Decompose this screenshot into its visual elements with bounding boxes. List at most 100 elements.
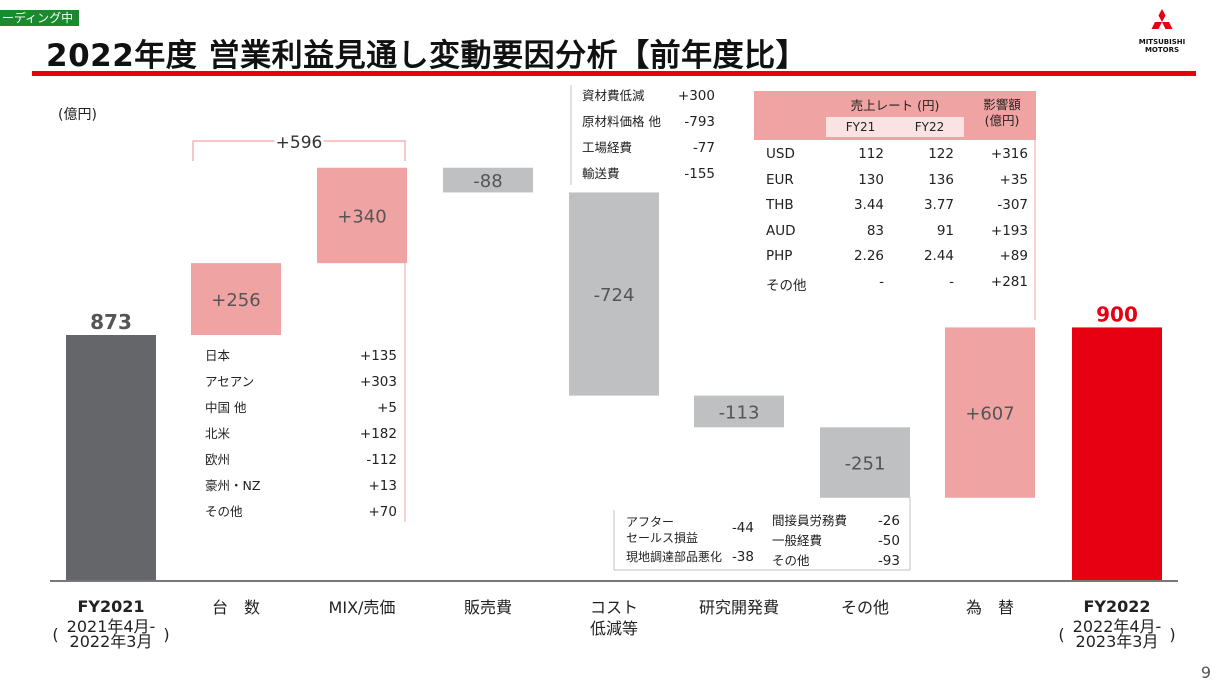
other-breakdown-right-row: その他 -93 [772, 553, 900, 573]
cost-breakdown-row: 資材費低減 +300 [582, 88, 715, 114]
other-breakdown-left-value: -44 [731, 520, 754, 536]
other-breakdown-right-value: -50 [877, 533, 900, 549]
cost-breakdown-value: -77 [692, 140, 715, 156]
other-breakdown-right-value: -26 [877, 513, 900, 529]
fx-impact: +281 [990, 273, 1028, 290]
bar-value-label-1: +256 [211, 290, 260, 311]
fy-period: (2022年4月- 2023年3月) [1058, 617, 1176, 651]
fx-rate-fy22: 2.44 [923, 248, 954, 264]
bar-value-label-4: -724 [594, 285, 635, 306]
other-breakdown-left-label: 現地調達部品悪化 [626, 550, 723, 564]
bar-7 [945, 327, 1035, 498]
unit-label: (億円) [58, 107, 97, 123]
bar-value-label-5: -113 [719, 402, 760, 423]
fx-currency: AUD [766, 222, 796, 239]
fx-rate-fy21: - [879, 273, 884, 290]
other-breakdown-left-value: -38 [731, 549, 754, 565]
fx-rate-fy22: 3.77 [923, 197, 954, 213]
other-breakdown-right-value: -93 [877, 553, 900, 569]
bar-4 [569, 192, 659, 396]
volume-breakdown-value: -112 [366, 452, 397, 468]
bar-3 [443, 167, 533, 193]
fy-label: FY2021 [77, 597, 145, 616]
fx-currency: PHP [766, 248, 793, 264]
fx-impact: -307 [997, 197, 1028, 213]
volume-breakdown-row: その他 +70 [205, 504, 397, 530]
bar-6 [820, 427, 910, 498]
volume-breakdown-row: 日本 +135 [205, 348, 397, 374]
fx-table-row: USD 112 122 +316 [766, 146, 1028, 168]
fx-rate-fy22: 91 [936, 222, 954, 239]
category-label-5: 研究開発費 [698, 598, 780, 617]
cost-breakdown-label: 工場経費 [582, 140, 633, 155]
other-breakdown-right-label: その他 [772, 553, 810, 568]
cost-breakdown-value: -793 [684, 114, 715, 130]
volume-breakdown-value: +5 [377, 400, 397, 416]
page-number: 9 [1200, 663, 1211, 682]
page-title: 2022年度 営業利益見通し変動要因分析【前年度比】 [46, 38, 808, 74]
fx-impact-header: 影響額 (億円) [983, 97, 1021, 128]
fx-rate-fy22: 136 [928, 171, 954, 188]
fx-table-row: THB 3.44 3.77 -307 [766, 197, 1028, 219]
company-logo: MITSUBISHI MOTORS [1136, 8, 1188, 62]
category-label-2: MIX/売価 [328, 598, 396, 617]
ticker-text: ーディング中 [0, 10, 80, 26]
other-breakdown-right-label: 一般経費 [772, 533, 823, 548]
volume-breakdown-value: +303 [359, 374, 397, 390]
fx-col-fy22: FY22 [914, 120, 945, 134]
fx-table-row: PHP 2.26 2.44 +89 [766, 248, 1028, 270]
logo-text-line1: MITSUBISHI [1138, 38, 1186, 46]
cost-breakdown-label: 原材料価格 他 [582, 114, 661, 129]
bar-value-label-0: 873 [90, 310, 132, 334]
bar-2 [317, 167, 407, 264]
logo-text-line2: MOTORS [1144, 46, 1180, 54]
fx-impact: +89 [999, 248, 1029, 264]
other-table-frame [613, 497, 911, 571]
fx-table-row: その他 - - +281 [766, 274, 1028, 296]
volume-breakdown-row: 北米 +182 [205, 426, 397, 452]
bar-value-label-6: -251 [845, 454, 886, 475]
fx-impact: +193 [990, 222, 1028, 239]
fx-rate-fy21: 112 [858, 146, 884, 162]
bracket-label: +596 [276, 133, 323, 153]
volume-breakdown-row: 中国 他 +5 [205, 400, 397, 426]
fx-table-row: AUD 83 91 +193 [766, 223, 1028, 245]
category-label-8: FY2022(2022年4月- 2023年3月) [1058, 597, 1176, 651]
bracket-line [192, 140, 406, 161]
cost-breakdown-row: 輸送費 -155 [582, 166, 715, 192]
volume-breakdown-value: +182 [359, 426, 397, 442]
fx-col-fy21: FY21 [845, 120, 876, 134]
fy-period: (2021年4月- 2022年3月) [52, 617, 170, 651]
fx-rate-fy22: 122 [928, 146, 954, 162]
cost-breakdown-label: 輸送費 [582, 166, 620, 181]
fx-year-header: FY21 FY22 [826, 117, 964, 137]
fx-currency: THB [766, 197, 794, 213]
volume-breakdown-row: 豪州・NZ +13 [205, 478, 397, 504]
fx-currency: その他 [766, 277, 807, 294]
volume-breakdown-label: 日本 [205, 348, 231, 363]
fx-currency: USD [766, 146, 795, 162]
volume-breakdown-label: 北米 [205, 426, 231, 441]
fx-currency: EUR [766, 171, 794, 188]
volume-breakdown-row: 欧州 -112 [205, 452, 397, 478]
other-breakdown-left-row: 現地調達部品悪化 -38 [626, 549, 754, 581]
volume-breakdown-label: 欧州 [205, 452, 231, 467]
other-breakdown-right-row: 間接員労務費 -26 [772, 513, 900, 533]
bar-value-label-7: +607 [965, 404, 1014, 425]
three-diamonds-logo-icon [1151, 9, 1173, 29]
fx-table-header: 売上レート (円) 影響額 (億円) FY21 FY22 [754, 91, 1036, 140]
category-label-4: コスト 低減等 [589, 598, 639, 638]
volume-breakdown-label: 中国 他 [205, 400, 247, 415]
cost-breakdown-row: 工場経費 -77 [582, 140, 715, 166]
volume-breakdown-label: その他 [205, 504, 243, 519]
category-label-3: 販売費 [463, 598, 513, 617]
volume-breakdown-value: +70 [368, 504, 398, 520]
category-label-7: 為 替 [965, 598, 1015, 617]
fx-rate-fy21: 3.44 [853, 197, 884, 213]
fx-rate-fy21: 2.26 [853, 248, 884, 264]
fx-impact: +35 [999, 171, 1029, 188]
other-breakdown-left-label: アフター セールス損益 [626, 515, 699, 545]
fx-rate-header: 売上レート (円) [850, 98, 940, 113]
volume-breakdown-value: +135 [359, 348, 397, 364]
